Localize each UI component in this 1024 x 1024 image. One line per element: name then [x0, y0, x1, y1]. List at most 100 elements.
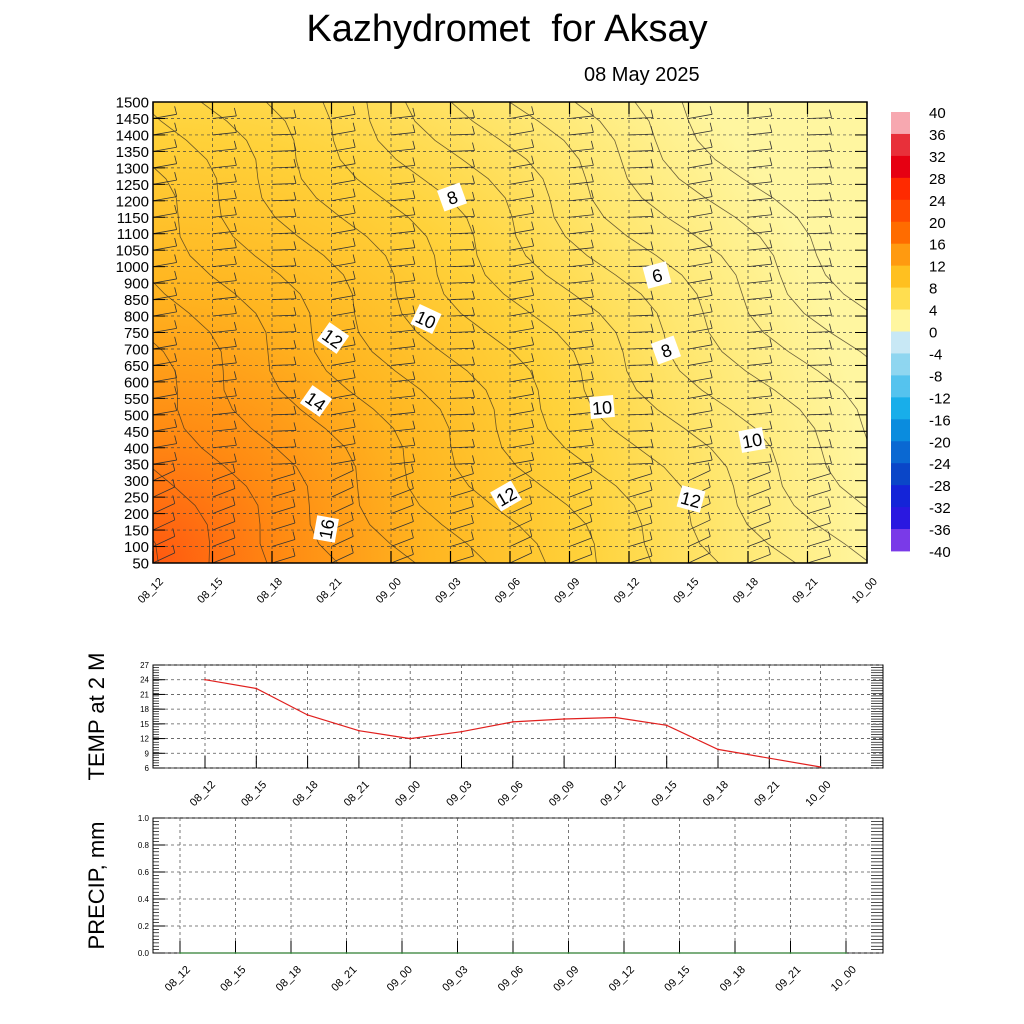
wind-barb-flag	[589, 513, 593, 522]
heat-ytick-label: 650	[124, 358, 149, 375]
wind-barb-flag	[293, 455, 297, 464]
wind-barb-flag	[472, 191, 475, 201]
wind-barb-flag	[707, 544, 711, 553]
wind-barb	[331, 295, 356, 300]
wind-barb-flag	[590, 173, 594, 182]
wind-barb	[271, 522, 296, 531]
wind-barb	[212, 247, 237, 251]
wind-barb	[271, 248, 296, 251]
wind-barb	[390, 263, 415, 268]
wind-barb	[390, 444, 415, 449]
wind-barb-flag	[707, 511, 711, 521]
wind-barb	[390, 296, 415, 300]
wind-barb	[271, 413, 296, 416]
data-point	[819, 766, 822, 768]
colorbar-box	[891, 155, 910, 168]
wind-barb	[450, 446, 475, 449]
wind-barb-flag	[531, 287, 535, 296]
wind-barb	[747, 214, 772, 218]
wind-barb	[688, 113, 713, 119]
contour-label-text: 6	[650, 265, 665, 287]
wind-barb-flag	[590, 124, 594, 133]
colorbar-box	[891, 166, 910, 179]
wind-barb-flag	[531, 386, 535, 395]
wind-barb	[569, 247, 594, 251]
wind-barb-flag	[590, 239, 594, 248]
contour-label-text: 10	[741, 429, 764, 452]
contour-label-bg	[410, 303, 442, 335]
wind-barb-flag	[471, 465, 474, 474]
wind-barb-flag	[411, 480, 414, 489]
contour-label-bg	[642, 261, 672, 289]
colorbar-box	[891, 474, 910, 486]
wind-barb	[212, 488, 236, 498]
wind-barb	[688, 311, 713, 317]
wind-barb	[866, 447, 867, 448]
wind-barb-flag	[709, 155, 713, 164]
contour-label-bg	[490, 480, 522, 512]
wind-barb-flag	[233, 387, 237, 396]
wind-barb	[212, 378, 237, 383]
x-tick-label: 08_18	[274, 964, 304, 994]
heat-xtick-label: 09_18	[731, 576, 761, 606]
wind-barb	[509, 470, 532, 482]
colorbar-label: -12	[929, 390, 951, 407]
y-tick-label: 0.0	[138, 949, 150, 958]
wind-barb	[153, 552, 175, 563]
wind-barb-flag	[709, 106, 713, 115]
wind-barb-flag	[172, 462, 176, 471]
wind-barb	[271, 430, 296, 432]
wind-barb-flag	[472, 340, 475, 349]
wind-barb	[271, 347, 296, 350]
wind-barb-flag	[650, 208, 654, 217]
wind-barb-flag	[590, 256, 594, 265]
x-tick-label: 09_06	[496, 779, 526, 809]
wind-barb-flag	[768, 496, 771, 506]
colorbar-label: 8	[929, 281, 937, 298]
wind-barb	[807, 216, 832, 218]
wind-barb-flag	[650, 158, 654, 168]
wind-barb	[866, 266, 867, 267]
wind-barb-flag	[233, 239, 237, 248]
wind-barb	[688, 552, 711, 563]
wind-barb-flag	[769, 239, 773, 248]
wind-barb-flag	[887, 545, 889, 553]
wind-barb-flag	[889, 452, 891, 460]
wind-barb-flag	[650, 323, 654, 332]
x-tick-label: 08_18	[290, 779, 320, 809]
wind-barb-flag	[709, 386, 713, 395]
wind-barb	[509, 410, 534, 416]
heat-ytick-label: 550	[124, 391, 149, 408]
wind-barb-flag	[411, 496, 414, 506]
wind-barb	[153, 278, 177, 284]
wind-barb-flag	[232, 496, 236, 506]
wind-barb-flag	[769, 288, 773, 298]
wind-barb-flag	[650, 372, 654, 382]
wind-barb-flag	[889, 189, 891, 197]
wind-barb-flag	[709, 320, 713, 329]
wind-barb-flag	[769, 371, 773, 380]
wind-barb-flag	[352, 254, 356, 263]
y-tick-label: 12	[140, 735, 149, 744]
wind-barb	[331, 410, 356, 416]
wind-barb-flag	[174, 287, 178, 296]
wind-barb-flag	[829, 257, 832, 266]
wind-barb	[153, 212, 177, 218]
data-point	[734, 952, 736, 954]
wind-barb	[509, 426, 534, 432]
chart-subtitle: 08 May 2025	[584, 64, 700, 86]
wind-barb-flag	[590, 321, 594, 331]
wind-barb-flag	[590, 305, 594, 314]
wind-barb	[628, 347, 653, 350]
wind-barb	[628, 380, 653, 383]
wind-barb-flag	[889, 403, 891, 411]
wind-barb-flag	[829, 93, 831, 101]
wind-barb	[747, 461, 772, 465]
wind-barb-flag	[293, 389, 297, 398]
heat-ytick-label: 50	[132, 556, 149, 573]
wind-barb	[331, 163, 356, 169]
wind-barb-flag	[174, 419, 178, 428]
wind-barb	[628, 506, 653, 514]
wind-barb-flag	[472, 372, 475, 382]
